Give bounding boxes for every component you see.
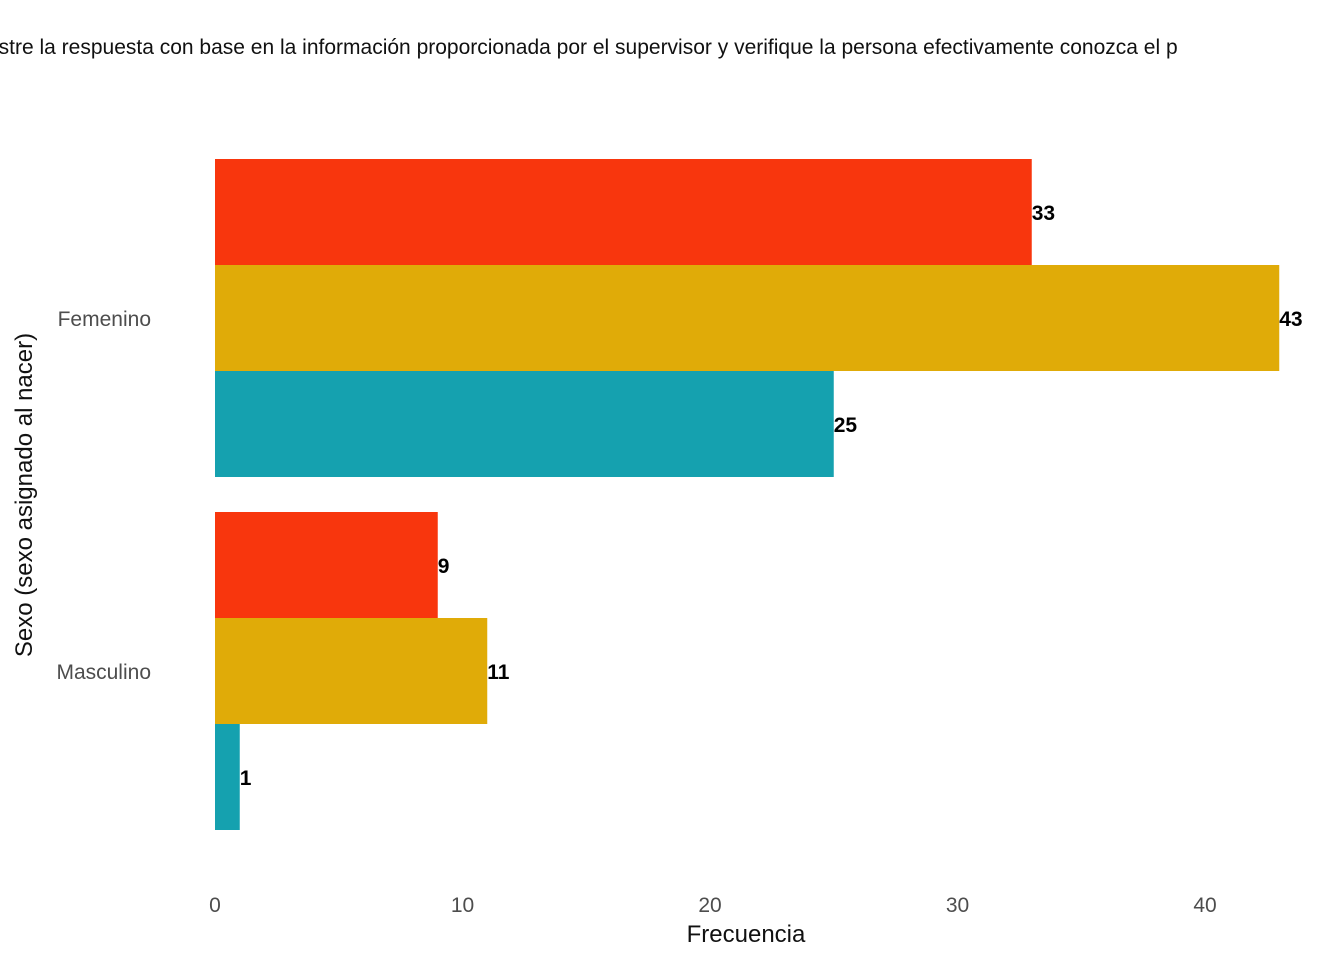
y-axis-title: Sexo (sexo asignado al nacer) — [11, 333, 38, 657]
x-axis-ticks: 0 10 20 30 40 — [209, 894, 1217, 917]
x-tick-label-40: 40 — [1193, 894, 1216, 917]
bars-group — [215, 159, 1280, 830]
x-tick-label-0: 0 — [209, 894, 221, 917]
bar-masculino-series-2 — [215, 618, 488, 724]
y-tick-label-femenino: Femenino — [58, 308, 151, 331]
x-tick-label-10: 10 — [451, 894, 474, 917]
value-label-femenino-series-3: 25 — [834, 414, 858, 437]
chart-title: istre la respuesta con base en la inform… — [0, 32, 1344, 68]
value-label-masculino-series-1: 9 — [438, 555, 450, 578]
bar-masculino-series-1 — [215, 512, 438, 618]
bar-femenino-series-3 — [215, 371, 834, 477]
bar-femenino-series-2 — [215, 265, 1280, 371]
x-tick-label-30: 30 — [946, 894, 969, 917]
y-tick-label-masculino: Masculino — [56, 661, 151, 684]
x-axis-title: Frecuencia — [687, 921, 806, 948]
bar-femenino-series-1 — [215, 159, 1032, 265]
value-label-masculino-series-3: 1 — [240, 767, 252, 790]
y-axis-ticks: Femenino Masculino — [56, 308, 151, 684]
value-label-femenino-series-2: 43 — [1279, 308, 1302, 331]
chart-title-text: istre la respuesta con base en la inform… — [0, 36, 1178, 59]
value-label-femenino-series-1: 33 — [1032, 202, 1055, 225]
x-tick-label-20: 20 — [698, 894, 721, 917]
bar-masculino-series-3 — [215, 724, 240, 830]
value-label-masculino-series-2: 11 — [487, 661, 510, 684]
